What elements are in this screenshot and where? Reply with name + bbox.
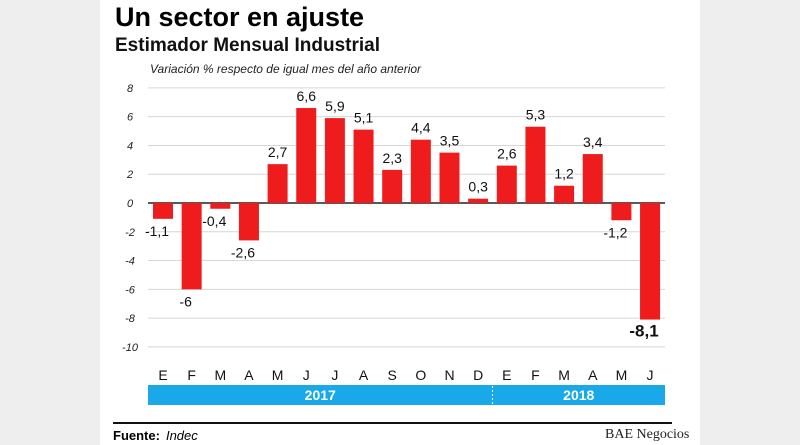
bar bbox=[153, 203, 173, 219]
bar bbox=[439, 152, 460, 203]
chart-subtitle: Estimador Mensual Industrial bbox=[115, 35, 380, 56]
bar bbox=[181, 203, 202, 290]
bar bbox=[238, 203, 259, 241]
x-tick-label: E bbox=[158, 367, 167, 383]
x-tick-label: S bbox=[388, 367, 397, 383]
data-label: -1,1 bbox=[145, 223, 169, 239]
source-value: Indec bbox=[165, 428, 198, 443]
data-label: -6 bbox=[179, 293, 192, 309]
x-tick-label: A bbox=[244, 367, 254, 383]
x-tick-label: M bbox=[616, 367, 628, 383]
data-label: -2,6 bbox=[231, 244, 255, 260]
data-label: 4,4 bbox=[411, 120, 431, 136]
newspaper-background-left bbox=[0, 0, 100, 445]
x-tick-label: J bbox=[331, 367, 338, 383]
x-tick-label: A bbox=[359, 367, 369, 383]
year-label: 2017 bbox=[305, 387, 336, 403]
year-label: 2018 bbox=[563, 387, 594, 403]
x-tick-label: D bbox=[473, 367, 483, 383]
x-tick-label: J bbox=[303, 367, 310, 383]
y-tick-label: -6 bbox=[125, 284, 136, 296]
y-tick-label: -10 bbox=[122, 342, 139, 354]
bar bbox=[210, 203, 231, 209]
data-label: 5,1 bbox=[354, 110, 374, 126]
chart-note: Variación % respecto de igual mes del añ… bbox=[150, 62, 422, 76]
chart-title: Un sector en ajuste bbox=[115, 2, 365, 32]
x-tick-label: E bbox=[502, 367, 511, 383]
data-label: 0,3 bbox=[468, 179, 488, 195]
bar bbox=[410, 139, 431, 203]
y-tick-label: -8 bbox=[125, 313, 136, 325]
bar bbox=[554, 185, 575, 203]
y-tick-label: 2 bbox=[126, 169, 133, 181]
y-tick-label: 8 bbox=[127, 83, 134, 95]
data-label: 3,5 bbox=[440, 133, 460, 149]
x-tick-label: M bbox=[558, 367, 570, 383]
bar bbox=[640, 203, 661, 320]
data-label: 5,3 bbox=[526, 107, 546, 123]
bar bbox=[382, 169, 403, 203]
x-tick-label: O bbox=[415, 367, 426, 383]
x-tick-label: A bbox=[588, 367, 598, 383]
newspaper-background-right bbox=[700, 0, 800, 445]
bar bbox=[296, 108, 317, 203]
data-label: 2,3 bbox=[382, 150, 402, 166]
bar bbox=[324, 118, 345, 203]
x-tick-label: M bbox=[214, 367, 226, 383]
data-label: -0,4 bbox=[202, 213, 226, 229]
data-label: 6,6 bbox=[297, 88, 317, 104]
data-label: 1,2 bbox=[554, 166, 574, 182]
y-tick-label: 0 bbox=[127, 198, 134, 210]
x-tick-label: J bbox=[647, 367, 654, 383]
data-label: 3,4 bbox=[583, 134, 603, 150]
data-label: -1,2 bbox=[603, 224, 627, 240]
y-tick-label: 6 bbox=[127, 112, 134, 124]
y-tick-label: -4 bbox=[125, 256, 135, 268]
data-label: 2,7 bbox=[268, 144, 288, 160]
x-tick-label: N bbox=[444, 367, 454, 383]
bar bbox=[496, 165, 517, 203]
x-tick-label: M bbox=[272, 367, 284, 383]
x-tick-label: F bbox=[187, 367, 196, 383]
y-tick-label: 4 bbox=[127, 140, 133, 152]
y-tick-label: -2 bbox=[125, 227, 135, 239]
brand-credit: BAE Negocios bbox=[605, 427, 690, 442]
bar bbox=[525, 126, 546, 203]
x-tick-label: F bbox=[531, 367, 540, 383]
year-band bbox=[492, 385, 665, 405]
data-label: -8,1 bbox=[629, 322, 658, 341]
year-band bbox=[148, 385, 493, 405]
bar bbox=[582, 154, 603, 203]
bar bbox=[267, 164, 288, 203]
source: Fuente: Indec bbox=[113, 428, 198, 443]
data-label: 2,6 bbox=[497, 146, 517, 162]
bar bbox=[468, 198, 489, 203]
bar bbox=[353, 129, 374, 203]
bar bbox=[611, 203, 632, 221]
source-label: Fuente: bbox=[113, 428, 160, 443]
data-label: 5,9 bbox=[325, 98, 345, 114]
